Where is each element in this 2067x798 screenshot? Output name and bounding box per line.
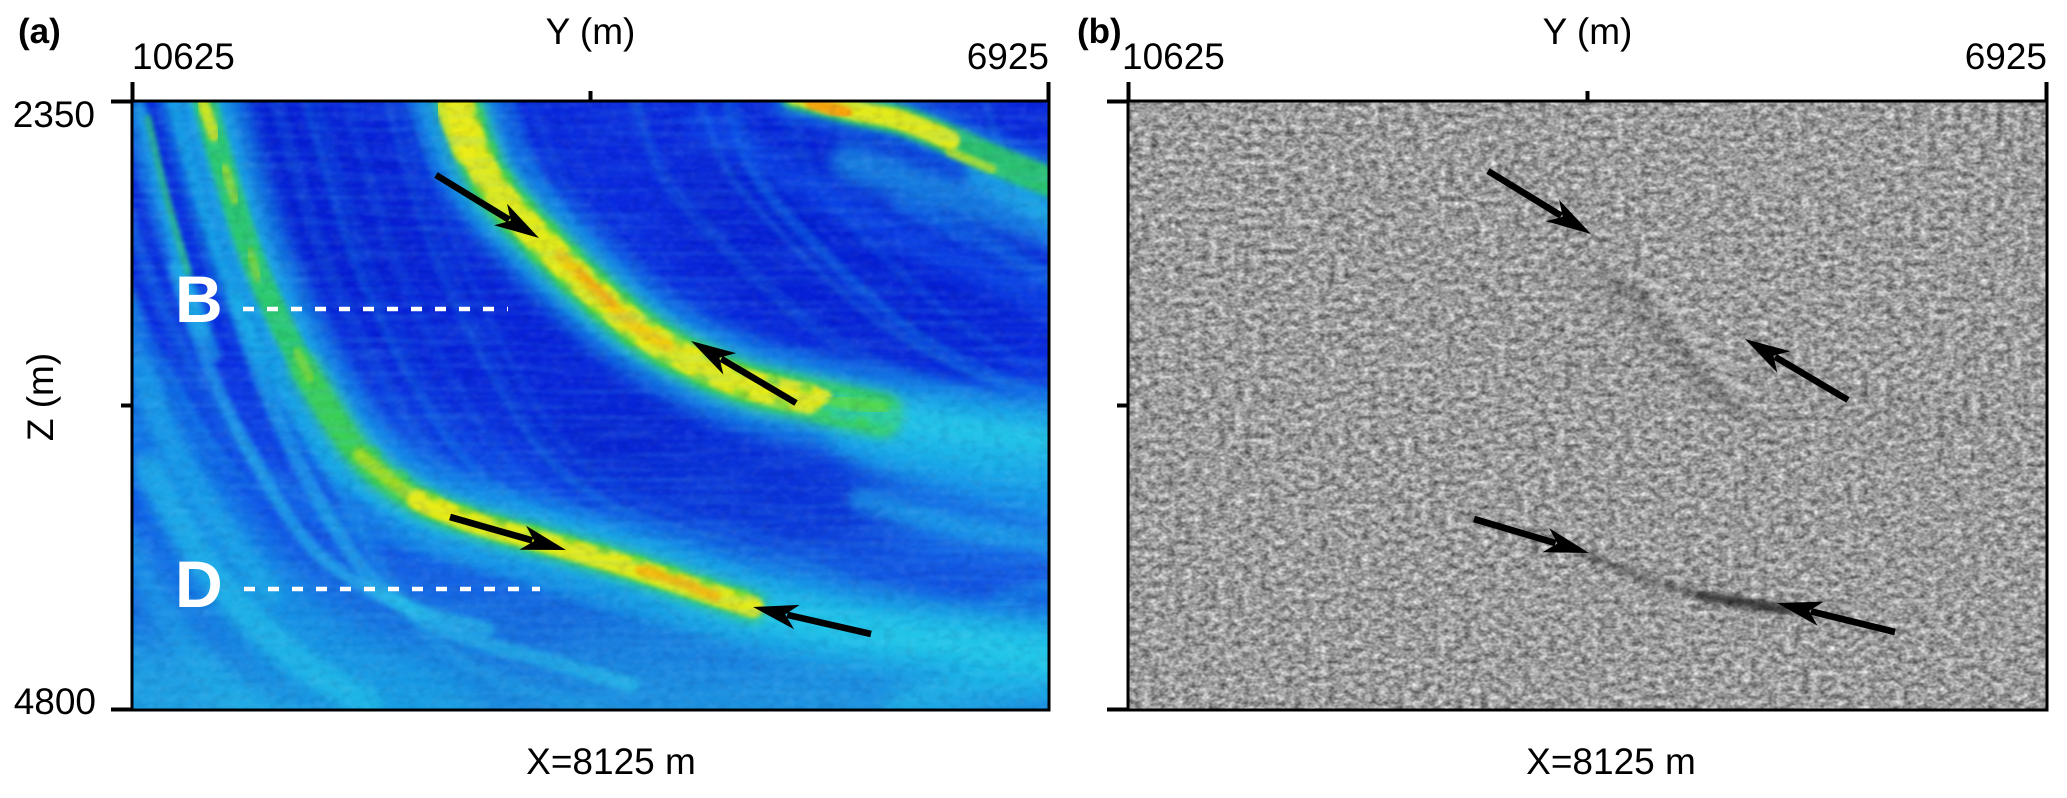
- svg-text:Y (m): Y (m): [1543, 11, 1633, 52]
- svg-text:2350: 2350: [13, 94, 95, 135]
- svg-text:10625: 10625: [132, 36, 235, 77]
- svg-text:X=8125 m: X=8125 m: [1526, 741, 1696, 782]
- svg-text:6925: 6925: [1965, 36, 2047, 77]
- svg-text:Y (m): Y (m): [546, 11, 636, 52]
- svg-text:4800: 4800: [14, 681, 96, 722]
- svg-text:D: D: [175, 547, 223, 621]
- svg-text:6925: 6925: [967, 36, 1049, 77]
- svg-text:B: B: [175, 262, 223, 336]
- svg-text:(a): (a): [18, 12, 61, 51]
- svg-text:Z (m): Z (m): [20, 353, 61, 441]
- svg-text:(b): (b): [1077, 12, 1122, 51]
- svg-text:X=8125 m: X=8125 m: [526, 741, 696, 782]
- svg-text:10625: 10625: [1122, 36, 1225, 77]
